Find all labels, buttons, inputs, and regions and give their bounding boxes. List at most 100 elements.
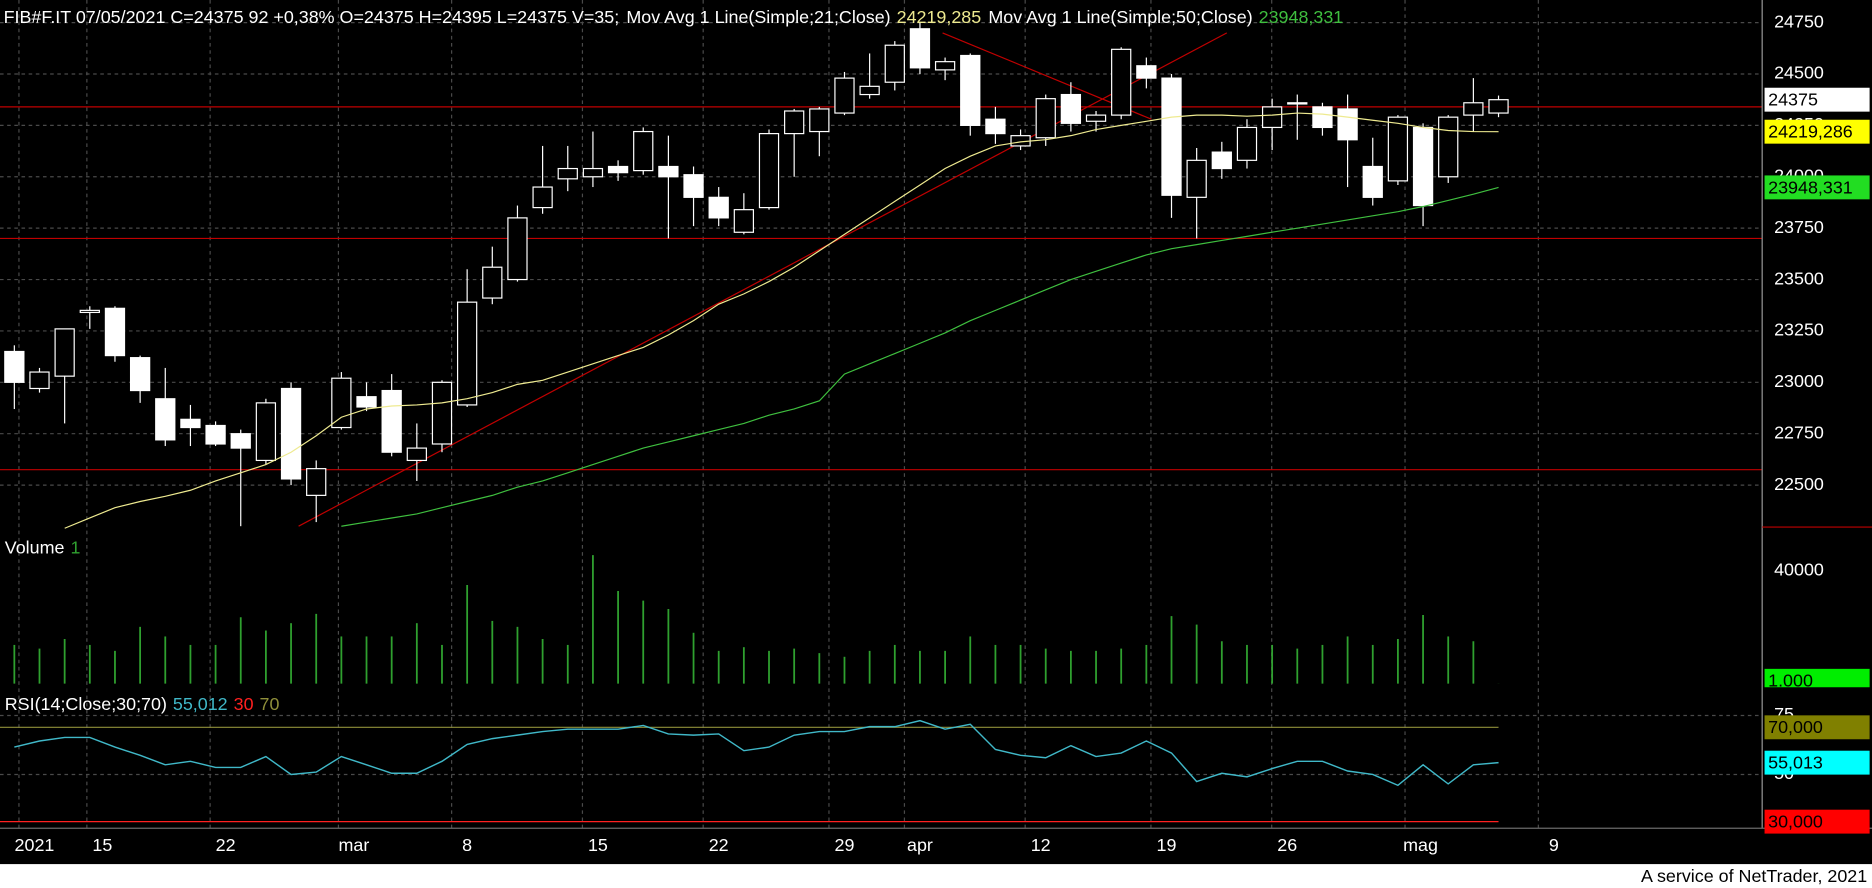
- rsi-header: RSI(14;Close;30;70) 55,012 30 70: [5, 694, 280, 714]
- candle-body: [1211, 151, 1232, 170]
- x-tick-label: 19: [1157, 835, 1177, 855]
- candle-body: [155, 398, 176, 441]
- moving-average-line: [341, 186, 1499, 527]
- candle-body: [557, 167, 578, 180]
- candle-body: [1161, 77, 1182, 196]
- candle-body: [985, 118, 1006, 135]
- candle-body: [230, 433, 251, 449]
- candle-body: [1412, 126, 1434, 207]
- candle-body: [859, 85, 880, 96]
- rsi-level-label: 70: [259, 694, 279, 714]
- y-tick-label: 23250: [1774, 320, 1824, 340]
- header: FIB#F.IT 07/05/2021 C=24375 92 +0,38% O=…: [4, 7, 1344, 27]
- candle-body: [79, 309, 100, 314]
- candle-body: [1463, 102, 1484, 116]
- x-tick-label: 8: [462, 835, 472, 855]
- candle-body: [1438, 116, 1459, 178]
- candle-body: [1488, 99, 1509, 114]
- volume-box-label: 1.000: [1768, 671, 1813, 691]
- rsi-box: [1764, 809, 1870, 834]
- x-tick-label: 22: [216, 835, 236, 855]
- rsi-box: [1764, 715, 1870, 740]
- candle-body: [1287, 102, 1308, 105]
- candle-body: [758, 133, 780, 209]
- x-tick-label: mag: [1403, 835, 1438, 855]
- candle-body: [54, 328, 75, 377]
- candle-body: [205, 424, 226, 445]
- mark-layer: [0, 22, 1763, 823]
- candle-body: [255, 402, 277, 462]
- y-tick-label: 23750: [1774, 217, 1824, 237]
- x-tick-label: mar: [339, 835, 370, 855]
- candle-body: [507, 217, 528, 281]
- candle-body: [1085, 114, 1107, 122]
- grid-layer: [0, 0, 1763, 829]
- candle-body: [809, 108, 830, 133]
- candle-body: [280, 387, 302, 480]
- candle-body: [1312, 106, 1333, 129]
- candle-body: [1186, 159, 1207, 198]
- x-tick-label: apr: [907, 835, 933, 855]
- legend-value: 24219,285: [897, 7, 982, 27]
- candle-body: [456, 301, 478, 406]
- x-tick-label: 9: [1549, 835, 1559, 855]
- rsi-line: [14, 719, 1499, 787]
- volume-title: Volume: [5, 537, 65, 557]
- candle-body: [406, 447, 427, 462]
- candle-body: [960, 54, 981, 126]
- candle-body: [306, 468, 327, 496]
- x-tick-label: 2021: [15, 835, 55, 855]
- candle-body: [1387, 116, 1409, 182]
- legend-value: 23948,331: [1259, 7, 1344, 27]
- candle-body: [104, 307, 126, 357]
- candle-body: [784, 110, 805, 135]
- candle-body: [683, 174, 704, 198]
- candle-body: [934, 61, 956, 71]
- candle-body: [1261, 106, 1283, 129]
- moving-average-line: [64, 112, 1499, 529]
- price-box: [1764, 175, 1870, 200]
- x-tick-label: 29: [835, 835, 855, 855]
- candle-body: [1035, 98, 1056, 139]
- x-tick-label: 15: [92, 835, 112, 855]
- rsi-box: [1764, 750, 1870, 775]
- candle-body: [708, 196, 729, 219]
- candle-body: [1111, 48, 1132, 116]
- candle-body: [532, 186, 553, 209]
- axis-layer: 2021 15 22 mar 8 15 22 29 apr 12 19 26 mag 9 22500 2275…: [15, 11, 1870, 855]
- y-tick-label: 23000: [1774, 371, 1824, 391]
- y-tick-label: 24750: [1774, 11, 1824, 31]
- candle-body: [381, 389, 402, 453]
- candle-body: [482, 266, 503, 299]
- candle-body: [331, 377, 352, 429]
- candle-body: [356, 396, 377, 408]
- footer: A service of NetTrader, 2021: [1641, 866, 1867, 886]
- legend-name: Mov Avg 1 Line(Simple;21;Close): [626, 7, 890, 27]
- candle-body: [1060, 93, 1082, 124]
- rsi-box-label: 70,000: [1768, 717, 1823, 737]
- candle-body: [733, 209, 755, 233]
- candle-body: [582, 167, 604, 178]
- candle-body: [180, 418, 201, 429]
- rsi-level-label: 30: [234, 694, 254, 714]
- candle-body: [1136, 65, 1157, 79]
- volume-tick-label: 40000: [1774, 559, 1824, 579]
- x-tick-label: 26: [1277, 835, 1297, 855]
- rsi-value: 55,012: [173, 694, 228, 714]
- candle-body: [884, 44, 905, 83]
- candle-body: [909, 28, 931, 69]
- volume-header: Volume 1: [5, 537, 81, 557]
- candle-body: [431, 381, 453, 445]
- candle-body: [129, 357, 151, 392]
- y-tick-label: 23500: [1774, 268, 1824, 288]
- rsi-box-label: 30,000: [1768, 812, 1823, 832]
- price-box: [1764, 119, 1870, 144]
- y-tick-label: 24500: [1774, 63, 1824, 83]
- candle-body: [1337, 108, 1358, 141]
- candle-body: [4, 350, 25, 383]
- candle-body: [633, 130, 654, 172]
- price-box-label: 24375: [1768, 90, 1818, 110]
- candle-body: [29, 371, 50, 390]
